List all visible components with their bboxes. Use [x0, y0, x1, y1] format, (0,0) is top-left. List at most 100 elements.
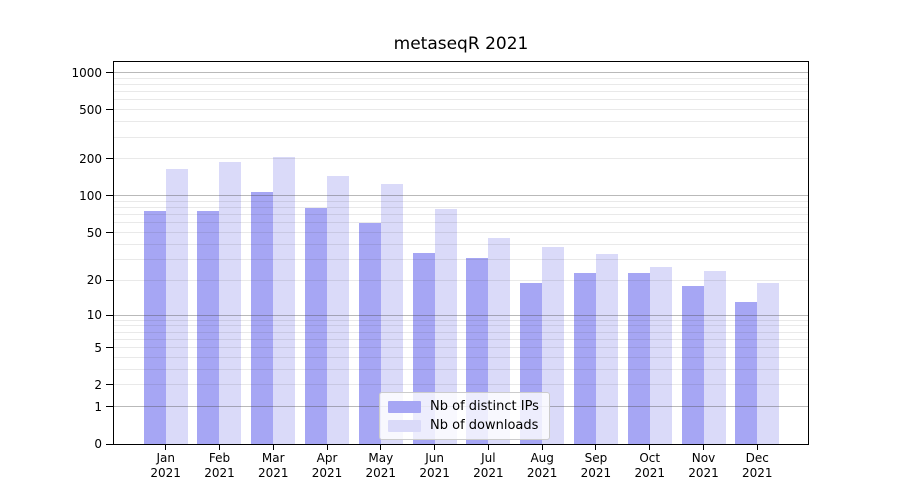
- bar-downloads: [327, 175, 350, 444]
- bar-distinct-ips: [358, 222, 381, 444]
- bar-downloads: [649, 266, 672, 444]
- legend-item-distinct-ips: Nb of distinct IPs: [388, 399, 539, 414]
- bar-distinct-ips: [251, 191, 274, 444]
- bar-downloads: [703, 270, 726, 444]
- x-tick-month: Oct: [639, 451, 661, 465]
- bar-distinct-ips: [627, 273, 650, 444]
- gridline-minor: [114, 99, 808, 101]
- gridline-minor: [114, 136, 808, 138]
- legend-swatch-downloads: [388, 419, 421, 432]
- x-tick-label: Oct 2021: [618, 451, 682, 481]
- gridline-minor: [114, 258, 808, 260]
- y-tick-mark: [106, 443, 113, 445]
- legend: Nb of distinct IPs Nb of downloads: [379, 392, 550, 440]
- plot-area: [113, 61, 809, 445]
- gridline-minor: [114, 232, 808, 234]
- gridline-minor: [114, 214, 808, 216]
- x-tick-month: Mar: [261, 451, 285, 465]
- gridline-major: [114, 72, 808, 74]
- y-tick-label: 1: [94, 399, 102, 414]
- bar-distinct-ips: [681, 285, 704, 444]
- legend-label-downloads: Nb of downloads: [430, 418, 539, 433]
- y-tick-mark: [106, 195, 113, 197]
- x-tick-month: Apr: [316, 451, 338, 465]
- x-tick-mark: [218, 445, 220, 450]
- bar-downloads: [434, 209, 457, 444]
- y-tick-label: 0: [94, 437, 102, 451]
- y-tick-label: 500: [79, 102, 102, 117]
- y-tick-mark: [106, 347, 113, 349]
- chart-title: metaseqR 2021: [393, 34, 529, 54]
- y-tick-mark: [106, 72, 113, 74]
- x-tick-label: Mar 2021: [241, 451, 305, 481]
- y-tick-label: 10: [86, 308, 102, 323]
- x-tick-year: 2021: [473, 466, 504, 480]
- x-tick-year: 2021: [634, 466, 665, 480]
- x-tick-label: Dec 2021: [725, 451, 789, 481]
- gridline-minor: [114, 347, 808, 349]
- y-tick-label: 100: [79, 188, 102, 203]
- x-tick-mark: [703, 445, 704, 450]
- x-tick-year: 2021: [365, 466, 397, 480]
- gridline-minor: [114, 325, 808, 327]
- gridline-minor: [114, 279, 808, 281]
- bar-distinct-ips: [143, 211, 166, 444]
- x-tick-year: 2021: [150, 466, 181, 480]
- y-tick-mark: [106, 232, 113, 234]
- bar-distinct-ips: [573, 273, 596, 444]
- x-tick-label: Apr 2021: [295, 451, 359, 481]
- x-tick-label: May 2021: [349, 451, 413, 481]
- y-tick-label: 200: [79, 151, 102, 166]
- x-tick-month: Feb: [208, 451, 231, 465]
- gridline-minor: [114, 368, 808, 370]
- x-tick-month: Jun: [425, 451, 444, 465]
- x-tick-year: 2021: [311, 466, 343, 480]
- gridline-minor: [114, 384, 808, 386]
- x-tick-mark: [434, 445, 436, 450]
- grid-layer: [114, 62, 808, 444]
- bar-downloads: [273, 157, 296, 444]
- y-tick-label: 20: [86, 273, 102, 288]
- gridline-minor: [114, 109, 808, 111]
- x-tick-label: Feb 2021: [187, 451, 251, 481]
- x-tick-label: Jul 2021: [456, 451, 520, 481]
- y-tick-mark: [106, 314, 113, 316]
- gridline-minor: [114, 319, 808, 321]
- x-tick-label: Nov 2021: [672, 451, 736, 481]
- y-tick-label: 1000: [71, 65, 102, 80]
- legend-label-distinct-ips: Nb of distinct IPs: [430, 399, 539, 414]
- x-tick-mark: [165, 445, 167, 450]
- x-tick-mark: [380, 445, 382, 450]
- x-tick-year: 2021: [741, 466, 773, 480]
- x-tick-month: Nov: [691, 451, 716, 465]
- gridline-minor: [114, 207, 808, 209]
- gridline-minor: [114, 200, 808, 202]
- x-tick-mark: [649, 445, 651, 450]
- x-tick-label: Sep 2021: [564, 451, 628, 481]
- y-tick-mark: [106, 109, 113, 111]
- x-tick-month: Aug: [530, 451, 554, 465]
- x-tick-mark: [272, 445, 274, 450]
- x-tick-month: Jan: [156, 451, 175, 465]
- x-tick-month: Dec: [745, 451, 769, 465]
- x-tick-month: Jul: [481, 451, 496, 465]
- x-tick-year: 2021: [257, 466, 289, 480]
- x-tick-year: 2021: [204, 466, 235, 480]
- x-tick-label: Jan 2021: [134, 451, 198, 481]
- gridline-minor: [114, 243, 808, 245]
- gridline-minor: [114, 158, 808, 160]
- y-tick-mark: [106, 406, 113, 408]
- x-tick-year: 2021: [419, 466, 450, 480]
- x-tick-mark: [756, 445, 758, 450]
- gridline-minor: [114, 356, 808, 358]
- bar-downloads: [165, 169, 188, 444]
- x-tick-label: Jun 2021: [403, 451, 467, 481]
- gridline-minor: [114, 331, 808, 333]
- gridline-minor: [114, 77, 808, 79]
- y-tick-mark: [106, 384, 113, 386]
- x-tick-year: 2021: [580, 466, 612, 480]
- gridline-minor: [114, 91, 808, 93]
- gridline-minor: [114, 121, 808, 123]
- x-tick-month: Sep: [584, 451, 608, 465]
